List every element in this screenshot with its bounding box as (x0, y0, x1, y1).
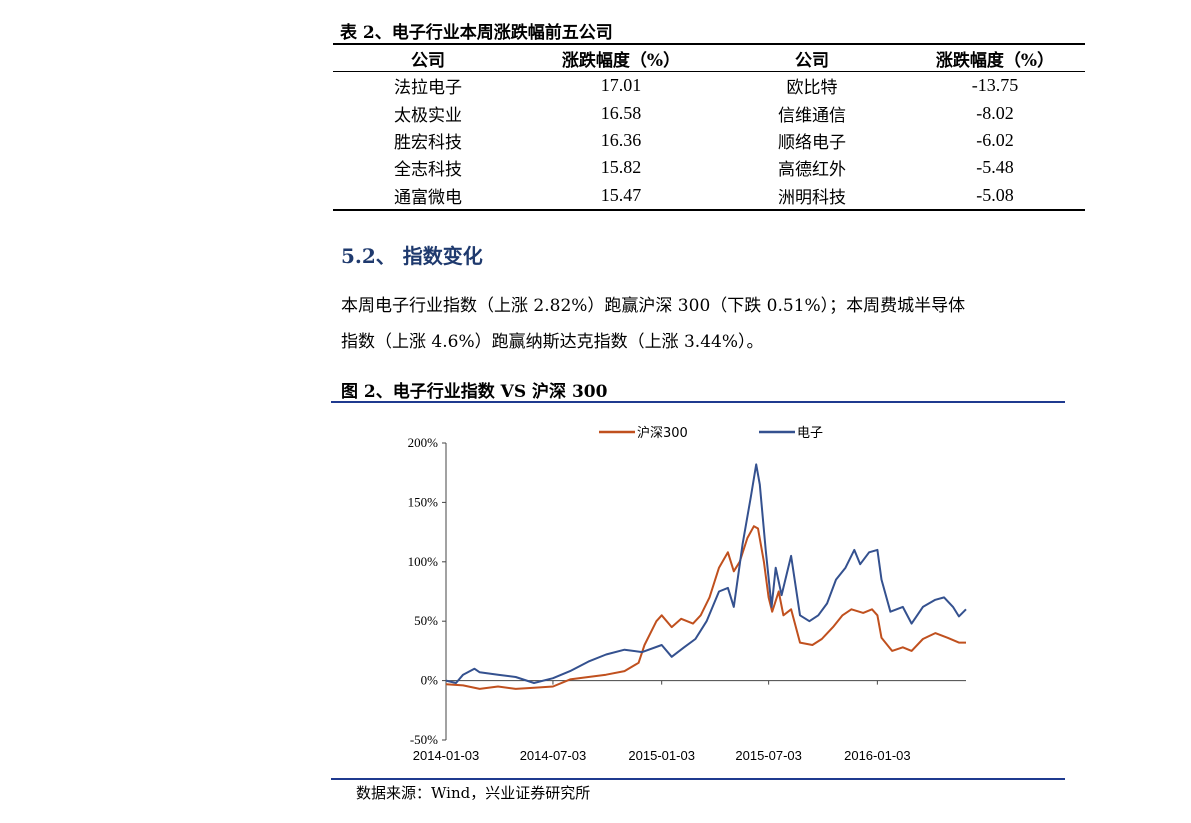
table-row: 胜宏科技 16.36 顺络电子 -6.02 (333, 127, 1085, 154)
table-row: 通富微电 15.47 洲明科技 -5.08 (333, 181, 1085, 211)
loser-change: -5.08 (905, 181, 1085, 211)
table-header: 公司 (719, 43, 905, 72)
chart-axes: -50% 0% 50% 100% 150% 200% 2014-01-03 2014-07-0… (408, 435, 966, 763)
x-tick-label: 2014-01-03 (413, 748, 480, 763)
loser-change: -5.48 (976, 157, 1014, 178)
loser-company: 顺络电子 (778, 132, 846, 153)
legend-label: 沪深300 (637, 425, 688, 441)
loser-company: 欧比特 (786, 78, 838, 99)
table-header-row: 公司 涨跌幅度（%） 公司 涨跌幅度（%） (333, 43, 1085, 72)
y-tick-label: 200% (408, 435, 439, 450)
gainer-company: 法拉电子 (394, 78, 462, 99)
hs300-series-line (445, 525, 966, 690)
section-heading: 5.2、 指数变化 (341, 244, 483, 268)
table-row: 全志科技 15.82 高德红外 -5.48 (333, 154, 1085, 181)
gainer-change: 15.47 (523, 181, 719, 211)
paragraph-line: 指数（上涨 4.6%）跑赢纳斯达克指数（上涨 3.44%）。 (341, 332, 764, 352)
x-tick-label: 2015-07-03 (735, 748, 802, 763)
table-header: 涨跌幅度（%） (905, 43, 1085, 72)
table-row: 法拉电子 17.01 欧比特 -13.75 (333, 72, 1085, 100)
gainer-change: 17.01 (600, 75, 642, 96)
chart-series (445, 463, 967, 690)
gainer-change: 16.36 (600, 129, 642, 150)
top-movers-table: 公司 涨跌幅度（%） 公司 涨跌幅度（%） 法拉电子 17.01 欧比特 -13… (333, 43, 1085, 211)
loser-change: -8.02 (976, 102, 1014, 123)
gainer-company: 全志科技 (394, 160, 462, 181)
loser-company: 高德红外 (778, 160, 846, 181)
y-tick-label: 50% (414, 613, 438, 628)
paragraph-line: 本周电子行业指数（上涨 2.82%）跑赢沪深 300（下跌 0.51%）；本周费… (341, 296, 966, 316)
index-comparison-chart: -50% 0% 50% 100% 150% 200% 2014-01-03 2014-07-0… (408, 425, 967, 763)
figure-caption: 图 2、电子行业指数 VS 沪深 300 (341, 382, 608, 402)
y-tick-label: 0% (421, 673, 439, 688)
table-header: 涨跌幅度（%） (523, 43, 719, 72)
electronics-series-line (445, 463, 967, 684)
table-row: 太极实业 16.58 信维通信 -8.02 (333, 99, 1085, 126)
loser-change: -13.75 (971, 75, 1019, 96)
gainer-company: 通富微电 (333, 181, 523, 211)
figure-top-rule (331, 401, 1065, 403)
loser-company: 信维通信 (778, 105, 846, 126)
source-note: 数据来源：Wind，兴业证券研究所 (356, 784, 591, 802)
y-tick-label: -50% (410, 732, 438, 747)
table-header: 公司 (333, 43, 523, 72)
x-tick-label: 2014-07-03 (520, 748, 587, 763)
table-caption: 表 2、电子行业本周涨跌幅前五公司 (340, 23, 613, 43)
chart-legend: 沪深300 电子 (599, 425, 823, 441)
x-tick-label: 2016-01-03 (844, 748, 911, 763)
gainer-change: 16.58 (600, 102, 642, 123)
y-tick-label: 100% (408, 554, 439, 569)
loser-change: -6.02 (976, 129, 1014, 150)
gainer-change: 15.82 (600, 157, 642, 178)
x-tick-label: 2015-01-03 (628, 748, 695, 763)
loser-company: 洲明科技 (719, 181, 905, 211)
figure-bottom-rule (331, 778, 1065, 780)
legend-label: 电子 (797, 426, 823, 441)
gainer-company: 胜宏科技 (394, 132, 462, 153)
gainer-company: 太极实业 (394, 105, 462, 126)
y-tick-label: 150% (408, 494, 439, 509)
